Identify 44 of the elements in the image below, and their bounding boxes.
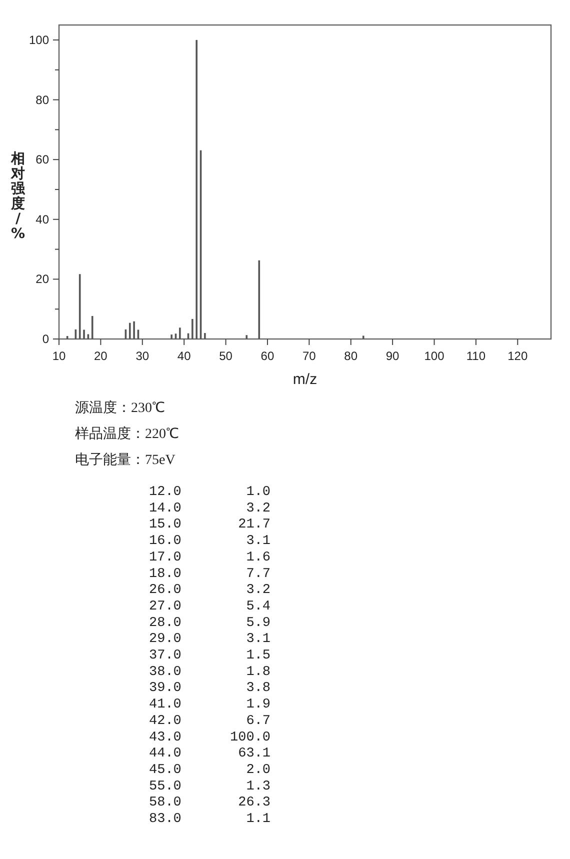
text: 27.0 5.4: [149, 599, 271, 614]
x-tick-label: 60: [260, 349, 274, 363]
text: 样品温度：220℃: [75, 426, 179, 442]
text: 14.0 3.2: [149, 501, 271, 516]
x-tick-label: 30: [136, 349, 150, 363]
x-tick-label: 120: [508, 349, 528, 363]
text: 45.0 2.0: [149, 762, 271, 778]
text: 41.0 1.9: [149, 698, 271, 713]
x-tick-label: 110: [466, 349, 486, 363]
y-tick-label: 0: [42, 332, 50, 346]
text: 16.0 3.1: [149, 534, 271, 550]
text: 17.0 1.6: [149, 550, 271, 566]
x-tick-label: 70: [302, 349, 316, 363]
y-tick-label: 100: [28, 32, 50, 47]
text: 15.0 21.7: [149, 518, 271, 533]
x-axis-title: m/z: [292, 371, 318, 388]
text: 39.0 3.8: [149, 681, 271, 696]
text: 18.0 7.7: [149, 566, 271, 582]
x-tick-label: 20: [94, 349, 108, 363]
text: 26.0 3.2: [149, 583, 271, 598]
text: 42.0 6.7: [149, 714, 271, 729]
text: 58.0 26.3: [149, 796, 271, 811]
text: 38.0 1.8: [149, 664, 271, 680]
text: 43.0 100.0: [149, 730, 271, 746]
y-tick-label: 40: [36, 212, 50, 226]
text: 28.0 5.9: [149, 616, 271, 631]
text: 83.0 1.1: [149, 812, 271, 827]
text: 源温度：230℃: [75, 400, 165, 416]
y-tick-label: 60: [36, 152, 50, 167]
x-tick-label: 50: [219, 349, 233, 363]
y-tick-label: 20: [36, 272, 50, 286]
x-tick-label: 10: [52, 349, 66, 363]
x-tick-label: 40: [177, 349, 192, 363]
text: 44.0 63.1: [149, 746, 271, 762]
text: 电子能量：75eV: [75, 452, 176, 468]
x-tick-label: 80: [344, 349, 358, 363]
text: 55.0 1.3: [149, 779, 271, 794]
y-axis-title: 相对强度/%: [10, 151, 26, 242]
y-tick-label: 80: [36, 92, 50, 107]
text: 12.0 1.0: [149, 485, 271, 500]
x-tick-label: 100: [424, 349, 445, 363]
x-tick-label: 90: [386, 349, 400, 363]
text: 37.0 1.5: [149, 648, 271, 664]
text: 29.0 3.1: [149, 632, 271, 648]
